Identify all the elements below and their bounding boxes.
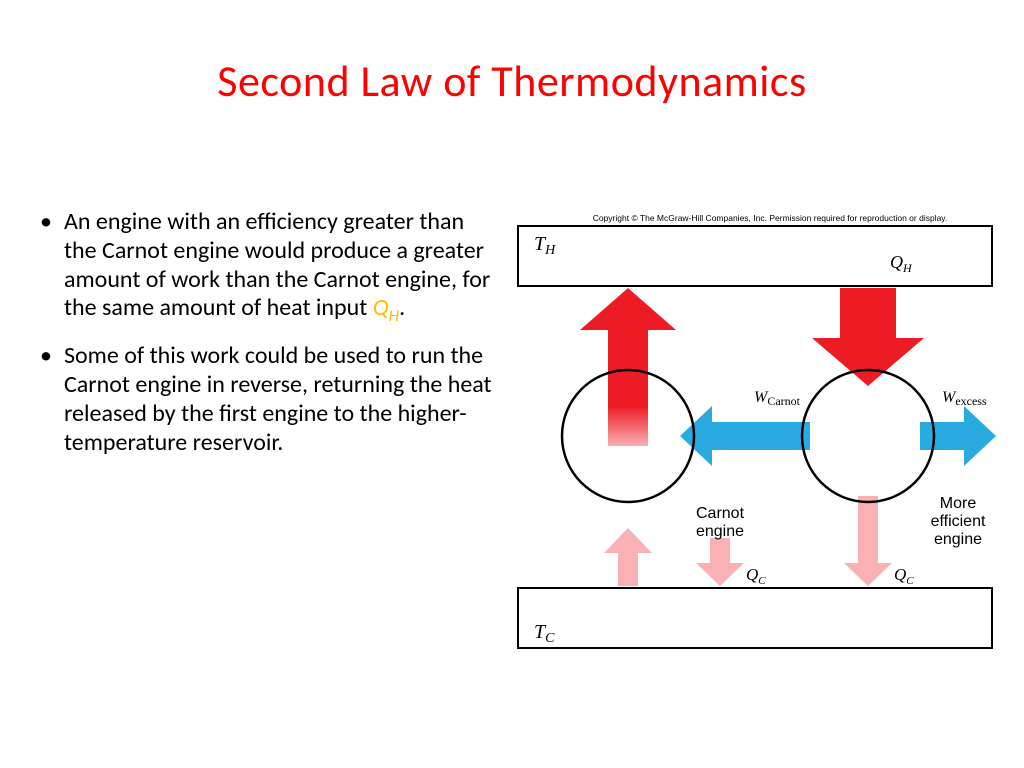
variable-q: Q (373, 293, 389, 322)
efficient-label-1: More (940, 495, 977, 512)
bullet-text: An engine with an efficiency greater tha… (64, 207, 490, 322)
copyright-text: Copyright © The McGraw-Hill Companies, I… (593, 213, 948, 223)
thermodynamics-diagram: Copyright © The McGraw-Hill Companies, I… (510, 208, 1000, 653)
efficient-qh-down-arrow (812, 288, 924, 386)
carnot-qc-down-arrow (696, 538, 744, 586)
carnot-label-1: Carnot (696, 505, 745, 522)
w-excess-label: Wexcess (942, 389, 987, 408)
bullet-item: Some of this work could be used to run t… (40, 342, 500, 457)
bullet-text-after: . (399, 293, 405, 322)
variable-q-sub: H (389, 305, 399, 326)
bullet-item: An engine with an efficiency greater tha… (40, 208, 500, 326)
efficient-label-3: engine (934, 531, 982, 548)
cold-reservoir-box (518, 588, 992, 648)
hot-reservoir-box (518, 226, 992, 286)
w-carnot-label: WCarnot (754, 389, 801, 408)
carnot-qc-up-arrow (604, 528, 652, 586)
bullet-text: Some of this work could be used to run t… (64, 341, 492, 456)
efficient-label-2: efficient (931, 513, 986, 530)
w-carnot-arrow (680, 406, 810, 466)
carnot-label-2: engine (696, 523, 744, 540)
qc-label-right: QC (894, 565, 914, 587)
carnot-heat-up-arrow (580, 288, 676, 446)
efficient-qc-down-arrow (844, 496, 892, 586)
page-title: Second Law of Thermodynamics (0, 0, 1024, 108)
bullet-list: An engine with an efficiency greater tha… (40, 208, 500, 653)
qc-label-left: QC (746, 565, 766, 587)
content-area: An engine with an efficiency greater tha… (0, 108, 1024, 653)
efficient-engine-circle (802, 370, 934, 502)
diagram-container: Copyright © The McGraw-Hill Companies, I… (510, 208, 1000, 653)
